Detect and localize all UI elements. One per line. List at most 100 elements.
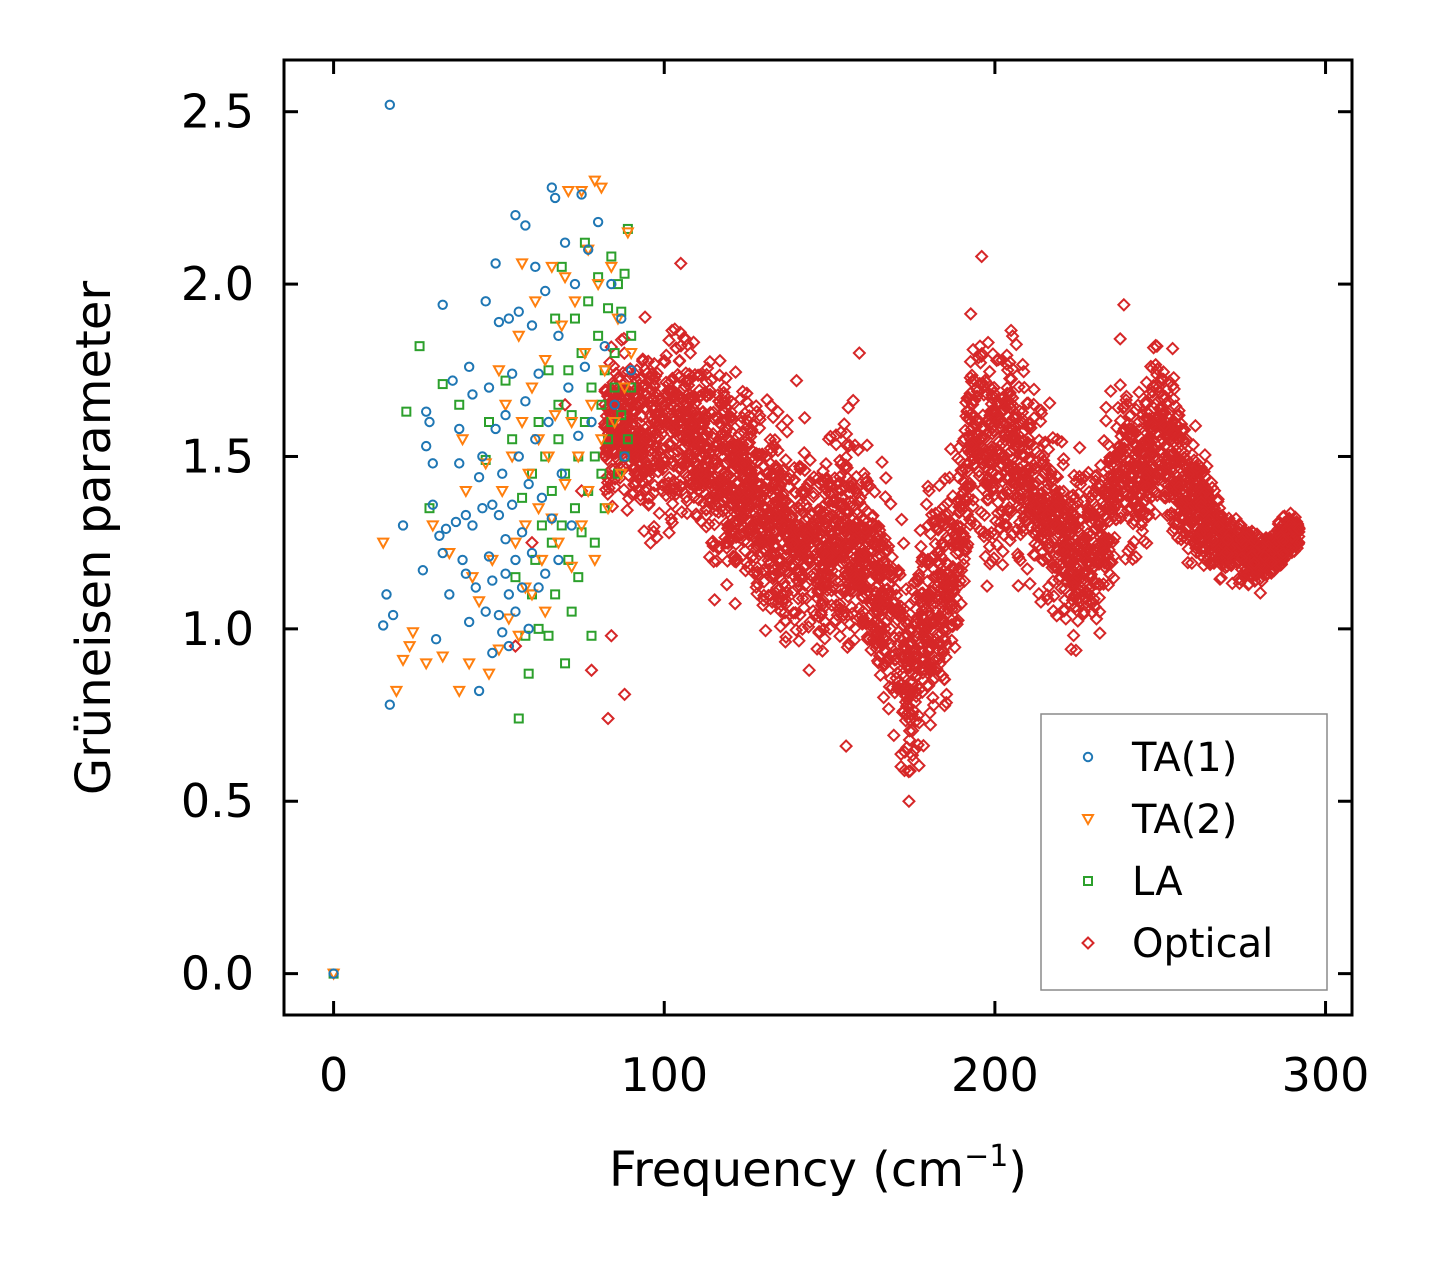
optical-point: [772, 479, 787, 494]
optical-point: [1000, 386, 1015, 401]
optical-point: [769, 459, 783, 474]
optical-point: [989, 406, 1003, 421]
optical-point: [1196, 550, 1211, 565]
optical-point: [771, 552, 786, 567]
optical-point: [1122, 409, 1137, 424]
legend: TA(1) TA(2) LA Optical: [1040, 713, 1328, 991]
optical-point: [706, 539, 721, 553]
optical-point: [693, 462, 708, 477]
optical-point: [1023, 460, 1038, 475]
optical-point: [1276, 534, 1291, 549]
optical-point: [1113, 467, 1128, 481]
optical-point: [957, 431, 972, 446]
optical-point: [963, 354, 978, 369]
optical-point: [916, 738, 931, 753]
optical-point: [1158, 491, 1173, 505]
ta2-point: [459, 485, 473, 499]
optical-point: [898, 713, 913, 728]
optical-point: [629, 465, 644, 480]
optical-point: [713, 353, 727, 368]
ta1-point: [516, 582, 528, 593]
optical-point: [876, 538, 891, 553]
optical-point: [991, 352, 1006, 367]
optical-point: [774, 419, 789, 433]
optical-point: [1111, 489, 1126, 504]
y-tick-label: 2.0: [181, 257, 254, 311]
ta2-point: [581, 485, 595, 499]
optical-point: [752, 534, 767, 549]
ta1-point: [437, 547, 448, 559]
optical-point: [1036, 545, 1050, 559]
optical-point: [960, 464, 975, 479]
ta2-point: [406, 627, 420, 640]
optical-point: [957, 551, 972, 566]
optical-point: [886, 728, 901, 743]
la-point: [484, 417, 495, 428]
optical-point: [908, 685, 923, 700]
optical-point: [657, 451, 672, 466]
optical-point: [920, 574, 935, 589]
legend-box: [1040, 713, 1328, 991]
la-point: [612, 279, 623, 290]
optical-point: [628, 418, 642, 432]
ta2-point: [558, 479, 572, 492]
optical-point: [601, 711, 615, 726]
optical-point: [1015, 485, 1030, 499]
optical-point: [816, 562, 831, 577]
optical-point: [584, 663, 599, 678]
optical-point: [1172, 504, 1187, 519]
la-point: [550, 589, 561, 600]
optical-point: [761, 541, 776, 555]
optical-point: [1169, 443, 1184, 458]
optical-point: [1155, 372, 1169, 387]
optical-point: [683, 346, 698, 361]
optical-point: [1030, 520, 1045, 535]
optical-point: [1110, 484, 1125, 499]
optical-point: [676, 331, 691, 345]
la-point: [533, 623, 544, 634]
optical-point: [1049, 499, 1064, 514]
optical-point: [1138, 470, 1152, 485]
optical-point: [830, 523, 845, 538]
optical-point: [752, 447, 767, 462]
optical-point: [682, 448, 697, 463]
optical-point: [727, 462, 741, 476]
optical-point: [1156, 365, 1171, 379]
optical-point: [747, 566, 762, 581]
optical-point: [731, 439, 745, 454]
optical-point: [1033, 403, 1048, 418]
optical-point: [687, 490, 701, 505]
optical-point: [630, 449, 645, 463]
optical-point: [659, 488, 673, 503]
optical-point: [1020, 396, 1034, 411]
optical-point: [927, 634, 942, 649]
optical-point: [1170, 530, 1185, 545]
optical-point: [761, 548, 776, 563]
optical-point: [840, 503, 854, 518]
optical-point: [1047, 511, 1062, 525]
optical-point: [739, 555, 754, 570]
optical-point: [714, 417, 729, 432]
optical-point: [866, 508, 880, 523]
ta2-point: [525, 589, 539, 602]
optical-point: [1006, 410, 1021, 425]
optical-point: [761, 588, 776, 603]
optical-point: [1199, 481, 1214, 496]
optical-point: [977, 525, 991, 540]
optical-point: [1054, 581, 1069, 596]
optical-point: [973, 339, 987, 354]
optical-point: [957, 530, 972, 544]
optical-point: [1113, 378, 1128, 392]
optical-point: [753, 521, 768, 536]
la-point: [589, 451, 600, 462]
optical-point: [830, 541, 845, 556]
optical-point: [838, 564, 853, 579]
x-axis-title-main: Frequency (cm: [609, 1142, 964, 1198]
ta1-point: [503, 640, 515, 652]
optical-point: [721, 499, 736, 513]
ta2-point: [426, 520, 440, 533]
legend-label: Optical: [1132, 921, 1273, 967]
optical-point: [866, 618, 881, 633]
optical-point: [980, 387, 995, 402]
ta2-point: [594, 182, 609, 195]
